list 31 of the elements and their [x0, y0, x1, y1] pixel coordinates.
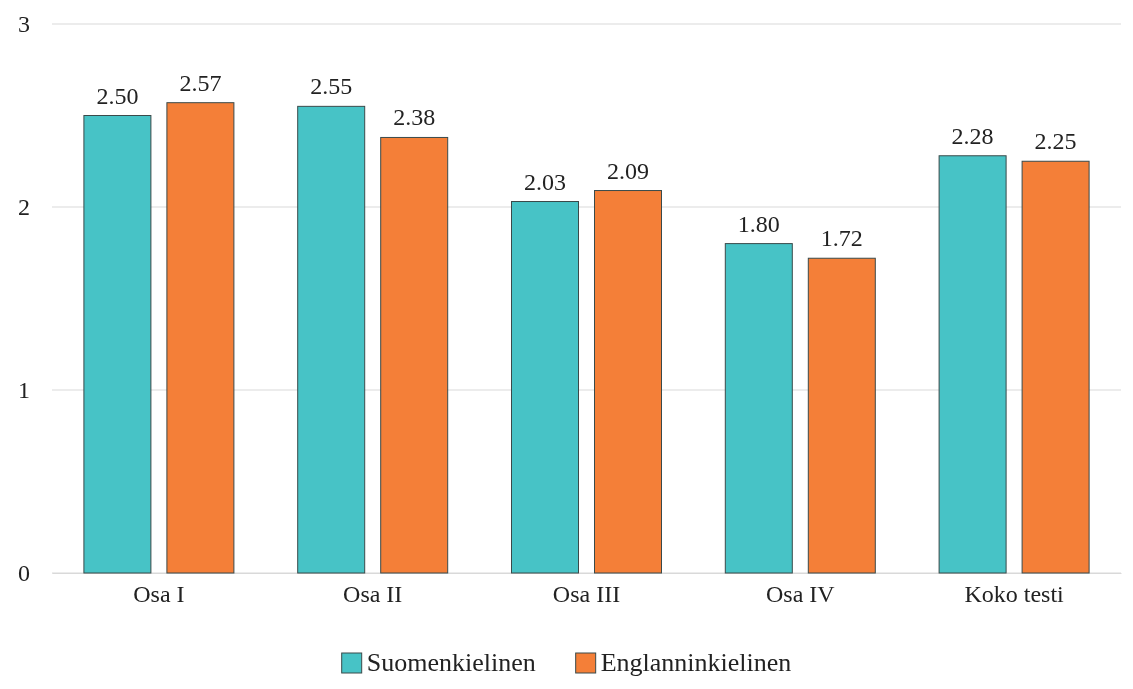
data-label: 2.38 [393, 104, 436, 131]
bar [1021, 160, 1090, 574]
data-label: 2.28 [951, 122, 994, 149]
y-tick-label: 1 [18, 377, 30, 404]
data-label: 2.55 [310, 73, 353, 100]
bar [511, 201, 579, 574]
data-label: 2.25 [1034, 128, 1077, 155]
bar [807, 257, 876, 574]
legend-label: Suomenkielinen [366, 648, 536, 677]
data-label: 2.09 [607, 157, 649, 184]
x-tick-label: Koko testi [964, 581, 1065, 608]
x-tick-label: Osa I [133, 581, 185, 608]
bar [594, 190, 662, 574]
bar [297, 105, 366, 574]
x-tick-label: Osa III [552, 581, 621, 608]
bar [380, 136, 449, 574]
legend-label: Englanninkielinen [600, 648, 792, 677]
y-tick-label: 0 [18, 560, 30, 587]
bar [938, 155, 1007, 574]
x-tick-label: Osa IV [765, 581, 836, 608]
x-tick-label: Osa II [343, 581, 403, 608]
data-label: 2.57 [179, 69, 222, 96]
data-label: 1.72 [820, 225, 863, 252]
y-tick-label: 2 [18, 194, 30, 221]
bar [83, 115, 152, 574]
bar [166, 102, 235, 574]
data-label: 2.50 [96, 82, 139, 109]
y-tick-label: 3 [18, 11, 30, 38]
bar [724, 243, 793, 574]
data-label: 1.80 [737, 210, 780, 237]
data-label: 2.03 [524, 168, 566, 195]
